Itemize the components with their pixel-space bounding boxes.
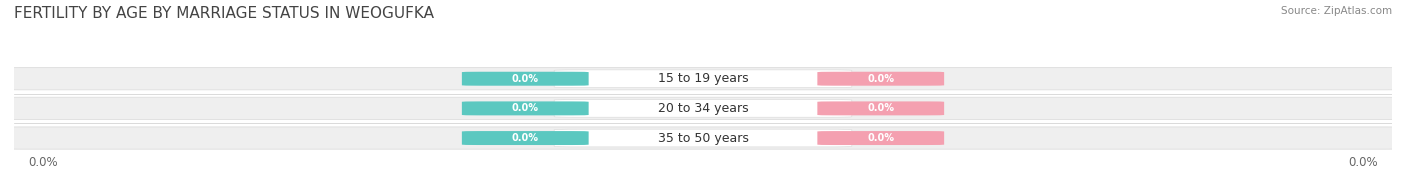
FancyBboxPatch shape [554,100,852,117]
Text: Source: ZipAtlas.com: Source: ZipAtlas.com [1281,6,1392,16]
FancyBboxPatch shape [0,97,1406,120]
Text: 0.0%: 0.0% [512,103,538,113]
Text: FERTILITY BY AGE BY MARRIAGE STATUS IN WEOGUFKA: FERTILITY BY AGE BY MARRIAGE STATUS IN W… [14,6,434,21]
FancyBboxPatch shape [817,101,945,115]
FancyBboxPatch shape [0,127,1406,149]
Text: 15 to 19 years: 15 to 19 years [658,72,748,85]
Text: 0.0%: 0.0% [868,103,894,113]
FancyBboxPatch shape [0,68,1406,90]
Text: 0.0%: 0.0% [868,133,894,143]
Text: 20 to 34 years: 20 to 34 years [658,102,748,115]
FancyBboxPatch shape [817,131,945,145]
FancyBboxPatch shape [463,131,589,145]
FancyBboxPatch shape [463,72,589,86]
Text: 0.0%: 0.0% [28,156,58,169]
Text: 0.0%: 0.0% [512,133,538,143]
FancyBboxPatch shape [554,129,852,147]
FancyBboxPatch shape [463,101,589,115]
Text: 0.0%: 0.0% [512,74,538,84]
Text: 0.0%: 0.0% [868,74,894,84]
Text: 0.0%: 0.0% [1348,156,1378,169]
FancyBboxPatch shape [554,70,852,88]
Text: 35 to 50 years: 35 to 50 years [658,132,748,144]
FancyBboxPatch shape [817,72,945,86]
